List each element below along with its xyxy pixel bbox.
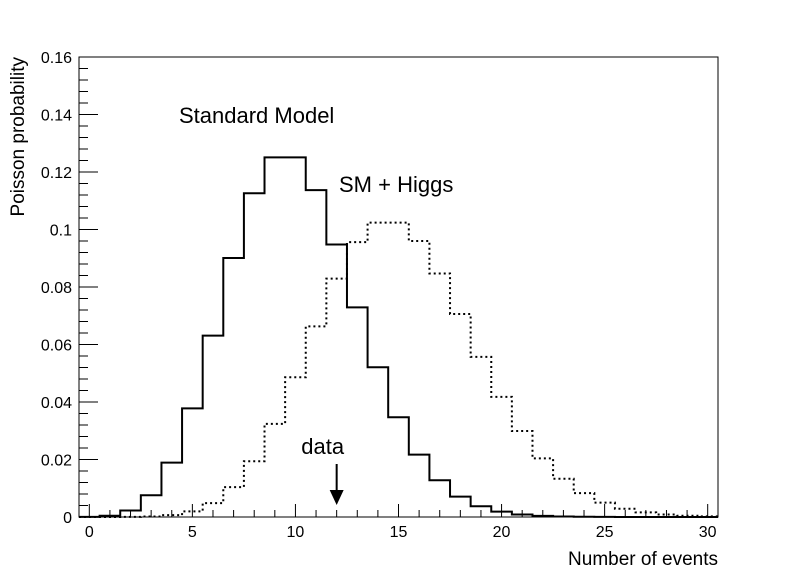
x-axis: 0 5 10 15 20 25 30: [85, 504, 717, 541]
series-sm-higgs-line: [79, 221, 718, 518]
data-arrow-head: [329, 490, 344, 505]
series-layer: [79, 156, 718, 518]
x-tick-label: 0: [85, 524, 94, 541]
x-tick-label: 30: [699, 524, 717, 541]
y-tick-label: 0.1: [50, 223, 72, 240]
x-tick-label: 20: [493, 524, 511, 541]
series-standard-model-line: [79, 156, 718, 518]
minor-ticks: [79, 68, 688, 517]
y-tick-label: 0.14: [41, 108, 72, 125]
x-tick-label: 5: [188, 524, 197, 541]
x-tick-label: 10: [287, 524, 305, 541]
annotation-data: data: [301, 434, 345, 459]
y-tick-label: 0.04: [41, 395, 72, 412]
y-tick-label: 0.12: [41, 165, 72, 182]
x-axis-title: Number of events: [568, 549, 718, 570]
y-tick-label: 0.16: [41, 50, 72, 67]
y-tick-label: 0.08: [41, 280, 72, 297]
x-tick-label: 25: [596, 524, 614, 541]
x-tick-label: 15: [390, 524, 408, 541]
y-axis: 0 0.02 0.04 0.06 0.08 0.1 0.12 0.14 0.16: [41, 50, 98, 527]
y-tick-label: 0: [63, 510, 72, 527]
y-tick-label: 0.02: [41, 453, 72, 470]
y-tick-label: 0.06: [41, 338, 72, 355]
annotation-standard-model: Standard Model: [179, 103, 334, 128]
annotation-sm-higgs: SM + Higgs: [339, 172, 453, 197]
y-axis-title: Poisson probability: [8, 57, 29, 217]
